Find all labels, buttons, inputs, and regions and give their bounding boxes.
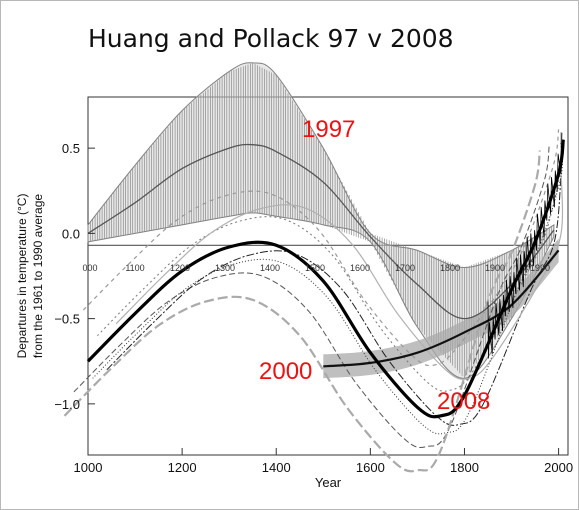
x-axis-label: Year [315, 475, 342, 490]
ensemble-curve [115, 132, 564, 380]
x-tick-label: 1800 [450, 460, 479, 475]
ensemble-curve [73, 145, 550, 448]
y-tick-label: −0.5 [54, 312, 80, 327]
inset-x-tick-label: 1600 [350, 263, 370, 273]
inset-x-tick-label: 1700 [395, 263, 415, 273]
inset-x-tick-label: 1900 [485, 263, 505, 273]
inset-x-tick-label: 1500 [305, 263, 325, 273]
series-1997-line [87, 143, 555, 320]
inset-x-tick-label: 000 [82, 263, 97, 273]
x-tick-label: 2000 [544, 460, 573, 475]
axes-layer: 0.5 0.0 −0.5 −1.0 1000 1200 1400 1600 1800 2000 00… [15, 141, 573, 490]
y-tick-label: 0.0 [62, 226, 80, 241]
inset-x-tick-label: 1400 [260, 263, 280, 273]
label-layer: 1997 2000 2008 [259, 116, 490, 415]
annotation-2000: 2000 [259, 358, 312, 385]
y-tick-label: −1.0 [54, 397, 80, 412]
ensemble-curve [106, 141, 562, 426]
annotation-2008: 2008 [437, 388, 490, 415]
ensemble-curve [92, 142, 563, 435]
ensemble-curve [63, 150, 541, 473]
ensemble-curve [82, 129, 560, 367]
x-tick-label: 1400 [262, 460, 291, 475]
inset-x-tick-label: 1990 [530, 263, 550, 273]
y-axis-label-line2: from the 1961 to 1990 average [31, 194, 45, 358]
annotation-1997: 1997 [302, 116, 355, 143]
inset-x-tick-label: 1300 [215, 263, 235, 273]
chart-title: Huang and Pollack 97 v 2008 [88, 24, 454, 53]
x-tick-label: 1600 [356, 460, 385, 475]
inset-x-tick-label: 1800 [440, 263, 460, 273]
y-tick-label: 0.5 [62, 141, 80, 156]
ensemble-curve [97, 134, 563, 392]
series-2000-line [323, 249, 560, 368]
y-axis-label: Departures in temperature (°C) [15, 194, 29, 359]
x-tick-label: 1000 [74, 460, 103, 475]
series-layer [63, 129, 565, 473]
inset-x-tick-label: 1200 [170, 263, 190, 273]
x-tick-label: 1200 [168, 460, 197, 475]
instrumental-record [487, 132, 563, 359]
inset-x-tick-label: 1100 [125, 263, 144, 273]
